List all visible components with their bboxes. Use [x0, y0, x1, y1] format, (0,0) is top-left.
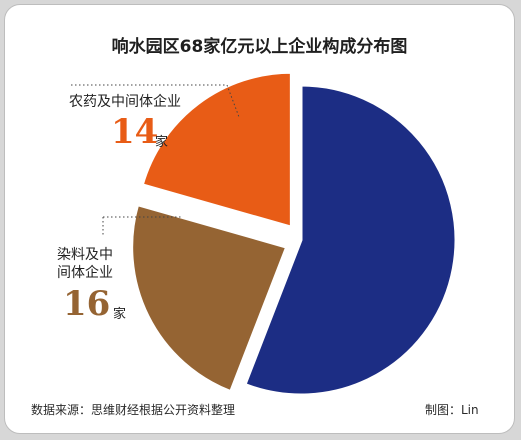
dye-label-line1: 染料及中 [57, 247, 113, 263]
pesticide-unit: 家 [155, 135, 169, 150]
pie-slice-0 [243, 83, 458, 397]
pie-slice-1 [130, 202, 289, 394]
chart-title: 响水园区68家亿元以上企业构成分布图 [111, 37, 408, 57]
pie-slices [130, 70, 458, 397]
pie-slice-2 [140, 70, 293, 230]
dye-count: 16 [63, 284, 111, 324]
pesticide-label: 农药及中间体企业 [69, 94, 181, 110]
data-source: 数据来源：思维财经根据公开资料整理 [31, 403, 236, 417]
pie-chart [71, 70, 458, 397]
chart-card: 响水园区68家亿元以上企业构成分布图 农药及中间体企业 14 家 染料及中 间体… [4, 4, 515, 434]
chart-author: 制图：Lin [425, 403, 479, 417]
pesticide-count: 14 [111, 112, 159, 152]
leader-line-pesticide [71, 84, 240, 118]
dye-label-line2: 间体企业 [57, 265, 113, 281]
dye-unit: 家 [113, 307, 127, 322]
